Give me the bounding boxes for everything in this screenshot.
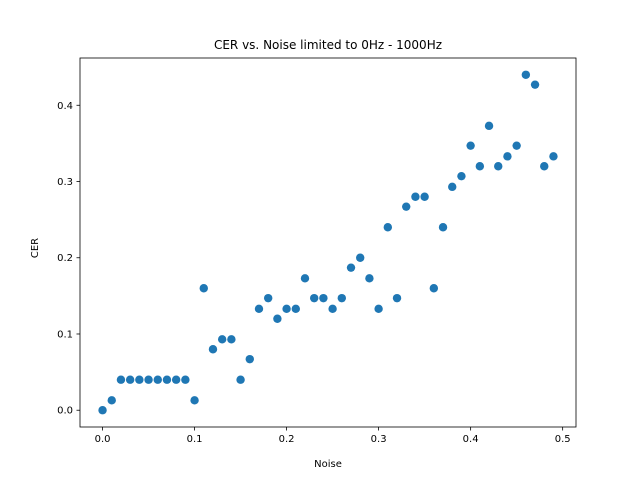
data-point <box>438 223 448 232</box>
x-tick-label: 0.3 <box>371 434 387 445</box>
data-point <box>374 304 383 314</box>
data-point <box>273 314 282 323</box>
y-tick-label: 0.0 <box>57 406 73 417</box>
data-point <box>199 284 208 293</box>
x-tick-label: 0.0 <box>95 434 111 445</box>
chart-title: CER vs. Noise limited to 0Hz - 1000Hz <box>214 38 442 52</box>
data-point <box>135 375 144 384</box>
y-axis: 0.0 0.1 0.2 0.3 0.4 <box>57 101 80 417</box>
data-point <box>530 80 540 89</box>
data-point <box>383 223 393 232</box>
data-point <box>503 152 512 161</box>
data-point <box>190 396 199 405</box>
x-tick-label: 0.1 <box>187 434 203 445</box>
y-tick-label: 0.2 <box>57 253 73 264</box>
data-point <box>420 192 429 201</box>
data-point <box>549 152 558 161</box>
data-point <box>475 162 485 171</box>
plot-frame <box>79 57 577 428</box>
data-point <box>540 162 549 171</box>
data-point <box>512 141 521 150</box>
data-point <box>448 182 457 192</box>
y-tick-label: 0.1 <box>57 329 73 340</box>
data-point <box>116 375 126 384</box>
data-point <box>227 335 236 344</box>
data-point <box>494 162 503 171</box>
data-point <box>310 293 319 303</box>
data-point <box>402 202 411 211</box>
data-point <box>125 375 135 384</box>
data-point <box>98 406 107 415</box>
data-point <box>337 293 346 303</box>
data-point <box>162 375 172 384</box>
data-point <box>144 375 153 384</box>
data-point <box>291 304 300 314</box>
data-point <box>466 141 475 150</box>
x-axis-label: Noise <box>314 459 342 470</box>
data-point <box>457 171 466 181</box>
data-point <box>328 304 337 314</box>
data-points <box>98 70 558 415</box>
data-point <box>236 375 245 384</box>
data-point <box>346 263 356 272</box>
data-point <box>365 274 374 283</box>
data-point <box>484 121 494 131</box>
data-point <box>392 293 402 303</box>
x-tick-label: 0.5 <box>555 434 571 445</box>
data-point <box>208 345 218 354</box>
data-point <box>319 293 328 303</box>
data-point <box>217 335 227 344</box>
data-point <box>245 354 254 364</box>
data-point <box>282 304 291 314</box>
y-tick-label: 0.3 <box>57 177 73 188</box>
data-point <box>411 192 420 201</box>
data-point <box>171 375 181 384</box>
y-tick-label: 0.4 <box>57 101 73 112</box>
data-point <box>521 70 531 79</box>
x-tick-label: 0.2 <box>279 434 295 445</box>
data-point <box>263 293 273 303</box>
data-point <box>254 304 264 314</box>
x-tick-label: 0.4 <box>463 434 479 445</box>
y-axis-label: CER <box>30 238 41 258</box>
data-point <box>181 375 190 384</box>
data-point <box>153 375 162 384</box>
data-point <box>107 396 116 405</box>
x-axis: 0.0 0.1 0.2 0.3 0.4 0.5 <box>95 427 571 445</box>
data-point <box>356 253 365 262</box>
data-point <box>300 274 310 283</box>
data-point <box>429 284 439 293</box>
